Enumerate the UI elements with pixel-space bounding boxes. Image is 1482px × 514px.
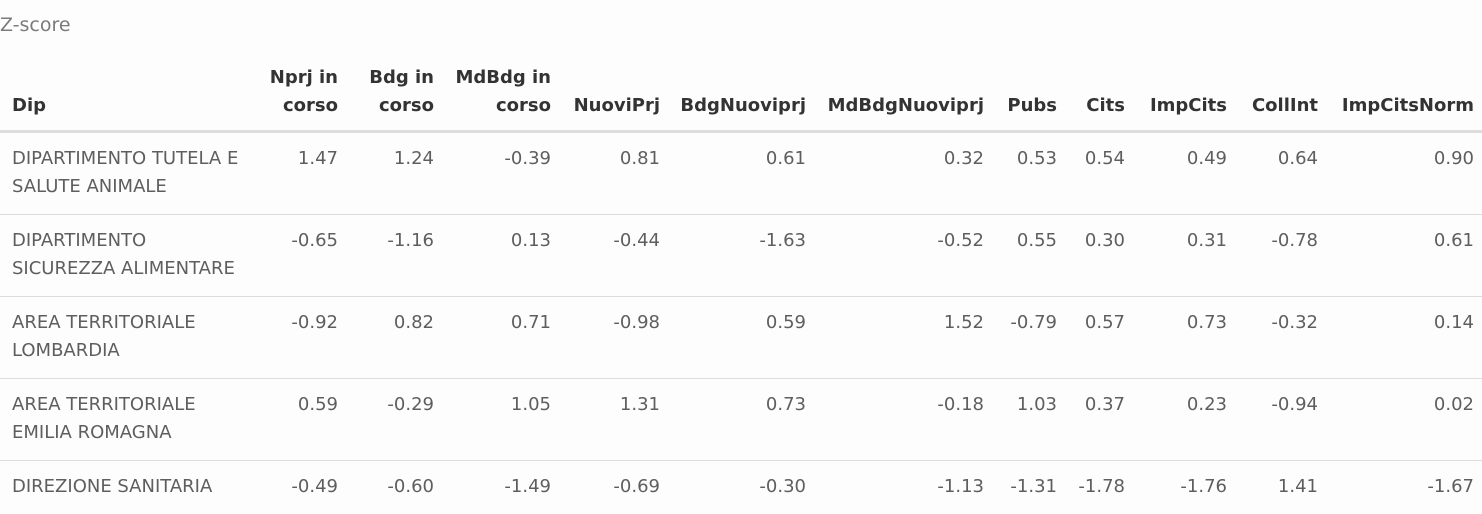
cell-dip: DIPARTIMENTO TUTELA E SALUTE ANIMALE	[0, 131, 251, 215]
cell-value: -1.67	[1427, 476, 1474, 497]
table-row: AREA TERRITORIALE LOMBARDIA -0.92 0.82 0…	[0, 296, 1482, 379]
table-caption: Z-score	[0, 14, 71, 36]
cell-value: 0.02	[1326, 378, 1482, 461]
cell-value: 0.37	[1065, 378, 1133, 461]
cell-value: 0.73	[1133, 296, 1235, 379]
cell-value: 0.61	[1326, 214, 1482, 297]
cell-value: -1.63	[668, 214, 814, 297]
table-row: DIPARTIMENTO SICUREZZA ALIMENTARE -0.65 …	[0, 214, 1482, 297]
cell-value: 1.24	[346, 131, 442, 215]
cell-value: -0.32	[1235, 296, 1326, 379]
cell-dip: DIREZIONE SANITARIA	[12, 476, 213, 497]
cell-value: 0.90	[1326, 131, 1482, 215]
header-mdbdg-in-corso: MdBdg in corso	[442, 58, 559, 133]
cell-value: -0.60	[387, 476, 434, 497]
cell-value: -0.18	[814, 378, 992, 461]
cell-value: 0.61	[668, 131, 814, 215]
cell-value: 0.31	[1133, 214, 1235, 297]
cell-value: 0.64	[1235, 131, 1326, 215]
cell-value: 0.82	[346, 296, 442, 379]
cell-value: -1.49	[504, 476, 551, 497]
cell-value: -0.29	[346, 378, 442, 461]
cell-value: -0.98	[559, 296, 668, 379]
cell-value: -0.78	[1235, 214, 1326, 297]
cell-value: -0.44	[559, 214, 668, 297]
cell-value: -0.79	[992, 296, 1065, 379]
cell-value: -0.94	[1235, 378, 1326, 461]
cell-value: 0.23	[1133, 378, 1235, 461]
cell-value: 1.05	[442, 378, 559, 461]
table-row: AREA TERRITORIALE EMILIA ROMAGNA 0.59 -0…	[0, 378, 1482, 461]
cell-value: 0.55	[992, 214, 1065, 297]
cell-value: -1.76	[1180, 476, 1227, 497]
header-mdbdgnuoviprj: MdBdgNuoviprj	[814, 58, 992, 133]
header-nprj-in-corso: Nprj in corso	[251, 58, 346, 133]
cell-value: 1.31	[559, 378, 668, 461]
cell-value: 0.14	[1326, 296, 1482, 379]
cell-value: -1.13	[937, 476, 984, 497]
cell-value: 1.47	[251, 131, 346, 215]
cell-value: 0.59	[251, 378, 346, 461]
header-collint: CollInt	[1235, 58, 1326, 133]
header-impcitsnorm: ImpCitsNorm	[1326, 58, 1482, 133]
cell-value: -0.52	[814, 214, 992, 297]
cell-value: -0.92	[251, 296, 346, 379]
header-row: Dip Nprj in corso Bdg in corso MdBdg in …	[0, 58, 1482, 133]
cell-dip: DIPARTIMENTO SICUREZZA ALIMENTARE	[0, 214, 251, 297]
table-row: DIPARTIMENTO TUTELA E SALUTE ANIMALE 1.4…	[0, 131, 1482, 215]
cell-value: 1.52	[814, 296, 992, 379]
cell-value: 1.41	[1277, 476, 1318, 497]
cell-dip: AREA TERRITORIALE LOMBARDIA	[0, 296, 251, 379]
cell-value: 0.81	[559, 131, 668, 215]
header-bdgnuoviprj: BdgNuoviprj	[668, 58, 814, 133]
table-row: DIREZIONE SANITARIA -0.49 -0.60 -1.49 -0…	[0, 461, 1482, 514]
cell-value: 0.57	[1065, 296, 1133, 379]
cell-value: -0.65	[251, 214, 346, 297]
cell-value: 0.71	[442, 296, 559, 379]
cell-value: -1.31	[1010, 476, 1057, 497]
cell-value: 0.49	[1133, 131, 1235, 215]
cell-value: 0.13	[442, 214, 559, 297]
cell-value: 1.03	[992, 378, 1065, 461]
header-pubs: Pubs	[992, 58, 1065, 133]
header-cits: Cits	[1065, 58, 1133, 133]
cell-value: -0.39	[442, 131, 559, 215]
cell-value: -0.30	[759, 476, 806, 497]
cell-value: 0.30	[1065, 214, 1133, 297]
cell-value: 0.53	[992, 131, 1065, 215]
header-dip: Dip	[0, 58, 251, 133]
header-nuoviprj: NuoviPrj	[559, 58, 668, 133]
cell-value: -0.69	[613, 476, 660, 497]
cell-value: 0.32	[814, 131, 992, 215]
header-bdg-in-corso: Bdg in corso	[346, 58, 442, 133]
cell-value: 0.73	[668, 378, 814, 461]
cell-value: -1.16	[346, 214, 442, 297]
cell-value: 0.54	[1065, 131, 1133, 215]
cell-value: -1.78	[1078, 476, 1125, 497]
header-impcits: ImpCits	[1133, 58, 1235, 133]
cell-value: -0.49	[291, 476, 338, 497]
cell-dip: AREA TERRITORIALE EMILIA ROMAGNA	[0, 378, 251, 461]
zscore-table: Dip Nprj in corso Bdg in corso MdBdg in …	[0, 58, 1482, 514]
cell-value: 0.59	[668, 296, 814, 379]
